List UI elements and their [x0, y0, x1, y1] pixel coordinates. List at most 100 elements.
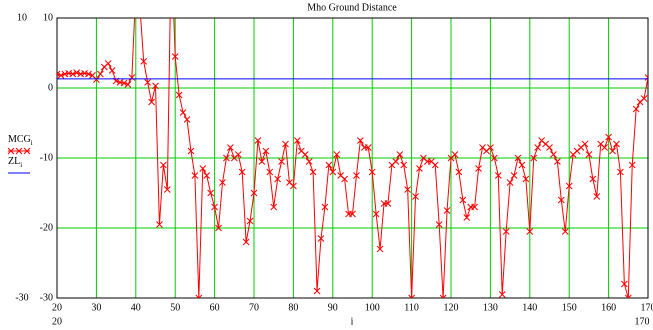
data-marker — [412, 193, 419, 200]
data-marker — [242, 238, 250, 246]
data-marker — [163, 186, 171, 193]
legend-name: ZL — [8, 156, 20, 167]
data-marker — [266, 168, 274, 176]
y-tick-label: -10 — [40, 152, 53, 163]
data-marker — [364, 144, 372, 151]
data-marker — [455, 168, 463, 176]
data-marker — [554, 158, 561, 165]
data-marker — [609, 147, 616, 155]
data-marker — [301, 151, 309, 158]
data-marker — [471, 203, 478, 211]
data-marker — [175, 91, 183, 99]
data-marker — [152, 82, 159, 90]
y-tick-label: -30 — [40, 292, 53, 303]
data-marker — [108, 67, 116, 74]
plot-area — [57, 1, 648, 298]
y-tick-label: 0 — [48, 82, 53, 93]
data-marker — [104, 60, 112, 67]
data-marker — [73, 69, 81, 76]
data-marker — [128, 74, 136, 81]
data-marker — [148, 98, 155, 106]
legend-subscript: i — [20, 161, 22, 169]
legend-subscript: i — [31, 139, 33, 147]
data-marker — [349, 210, 356, 218]
data-marker — [400, 161, 408, 169]
x-tick-label: 30 — [91, 302, 101, 313]
y-limit-label: -30 — [15, 292, 28, 303]
data-marker — [313, 287, 321, 295]
data-marker — [459, 196, 467, 204]
x-tick-label: 80 — [288, 302, 298, 313]
data-marker — [613, 140, 620, 148]
data-marker — [254, 137, 262, 144]
data-marker — [234, 151, 242, 158]
data-marker — [191, 172, 199, 179]
data-marker — [494, 172, 502, 179]
data-marker — [293, 137, 301, 144]
data-marker — [238, 168, 246, 176]
x-tick-label: 150 — [562, 302, 577, 313]
data-marker — [522, 175, 530, 183]
data-marker — [278, 158, 285, 165]
data-marker — [262, 147, 270, 155]
data-marker — [124, 81, 132, 88]
data-marker — [199, 165, 207, 172]
data-marker — [372, 210, 380, 218]
data-marker — [463, 214, 471, 221]
data-marker — [506, 179, 514, 186]
data-marker — [384, 200, 392, 207]
x-tick-label: 90 — [328, 302, 338, 313]
data-marker — [408, 294, 415, 298]
x-tick-label: 50 — [170, 302, 180, 313]
data-marker — [581, 140, 589, 148]
data-marker — [621, 280, 628, 288]
data-marker — [644, 74, 648, 81]
data-marker — [498, 291, 506, 298]
data-marker — [321, 203, 329, 211]
data-marker — [550, 151, 557, 158]
x-tick-label: 120 — [444, 302, 459, 313]
data-marker — [246, 217, 254, 225]
data-marker — [526, 228, 534, 235]
data-marker — [137, 1, 143, 7]
data-marker — [439, 294, 447, 298]
data-marker — [223, 154, 230, 162]
data-marker — [325, 161, 333, 169]
data-marker — [270, 203, 278, 211]
data-marker — [227, 144, 234, 151]
data-marker — [617, 168, 624, 176]
data-marker — [514, 154, 522, 162]
chart-title: Mho Ground Distance — [307, 2, 397, 13]
legend-name: MCG — [8, 134, 31, 145]
data-marker — [57, 70, 61, 78]
data-marker — [632, 105, 640, 113]
data-marker — [357, 137, 364, 144]
data-marker — [333, 151, 341, 158]
data-marker — [329, 168, 337, 176]
data-marker — [605, 133, 612, 141]
data-marker — [207, 189, 215, 197]
data-marker — [305, 158, 313, 165]
data-marker — [96, 70, 104, 78]
data-marker — [215, 224, 222, 232]
data-marker — [179, 109, 187, 116]
data-marker — [565, 182, 573, 190]
x-tick-label: 160 — [601, 302, 616, 313]
data-marker — [396, 151, 404, 158]
legend-marker — [15, 147, 23, 155]
data-marker — [392, 158, 400, 165]
data-marker — [443, 207, 451, 214]
data-marker — [561, 228, 569, 235]
data-marker — [518, 161, 526, 169]
data-marker — [140, 58, 148, 65]
data-marker — [353, 172, 360, 179]
plot-frame — [56, 17, 649, 299]
data-marker — [585, 151, 593, 158]
data-marker — [530, 154, 538, 162]
x-tick-label: 70 — [249, 302, 259, 313]
data-marker — [404, 186, 412, 193]
data-marker — [156, 221, 163, 228]
x-tick-label: 130 — [483, 302, 498, 313]
data-marker — [57, 72, 65, 79]
data-marker — [144, 79, 151, 86]
